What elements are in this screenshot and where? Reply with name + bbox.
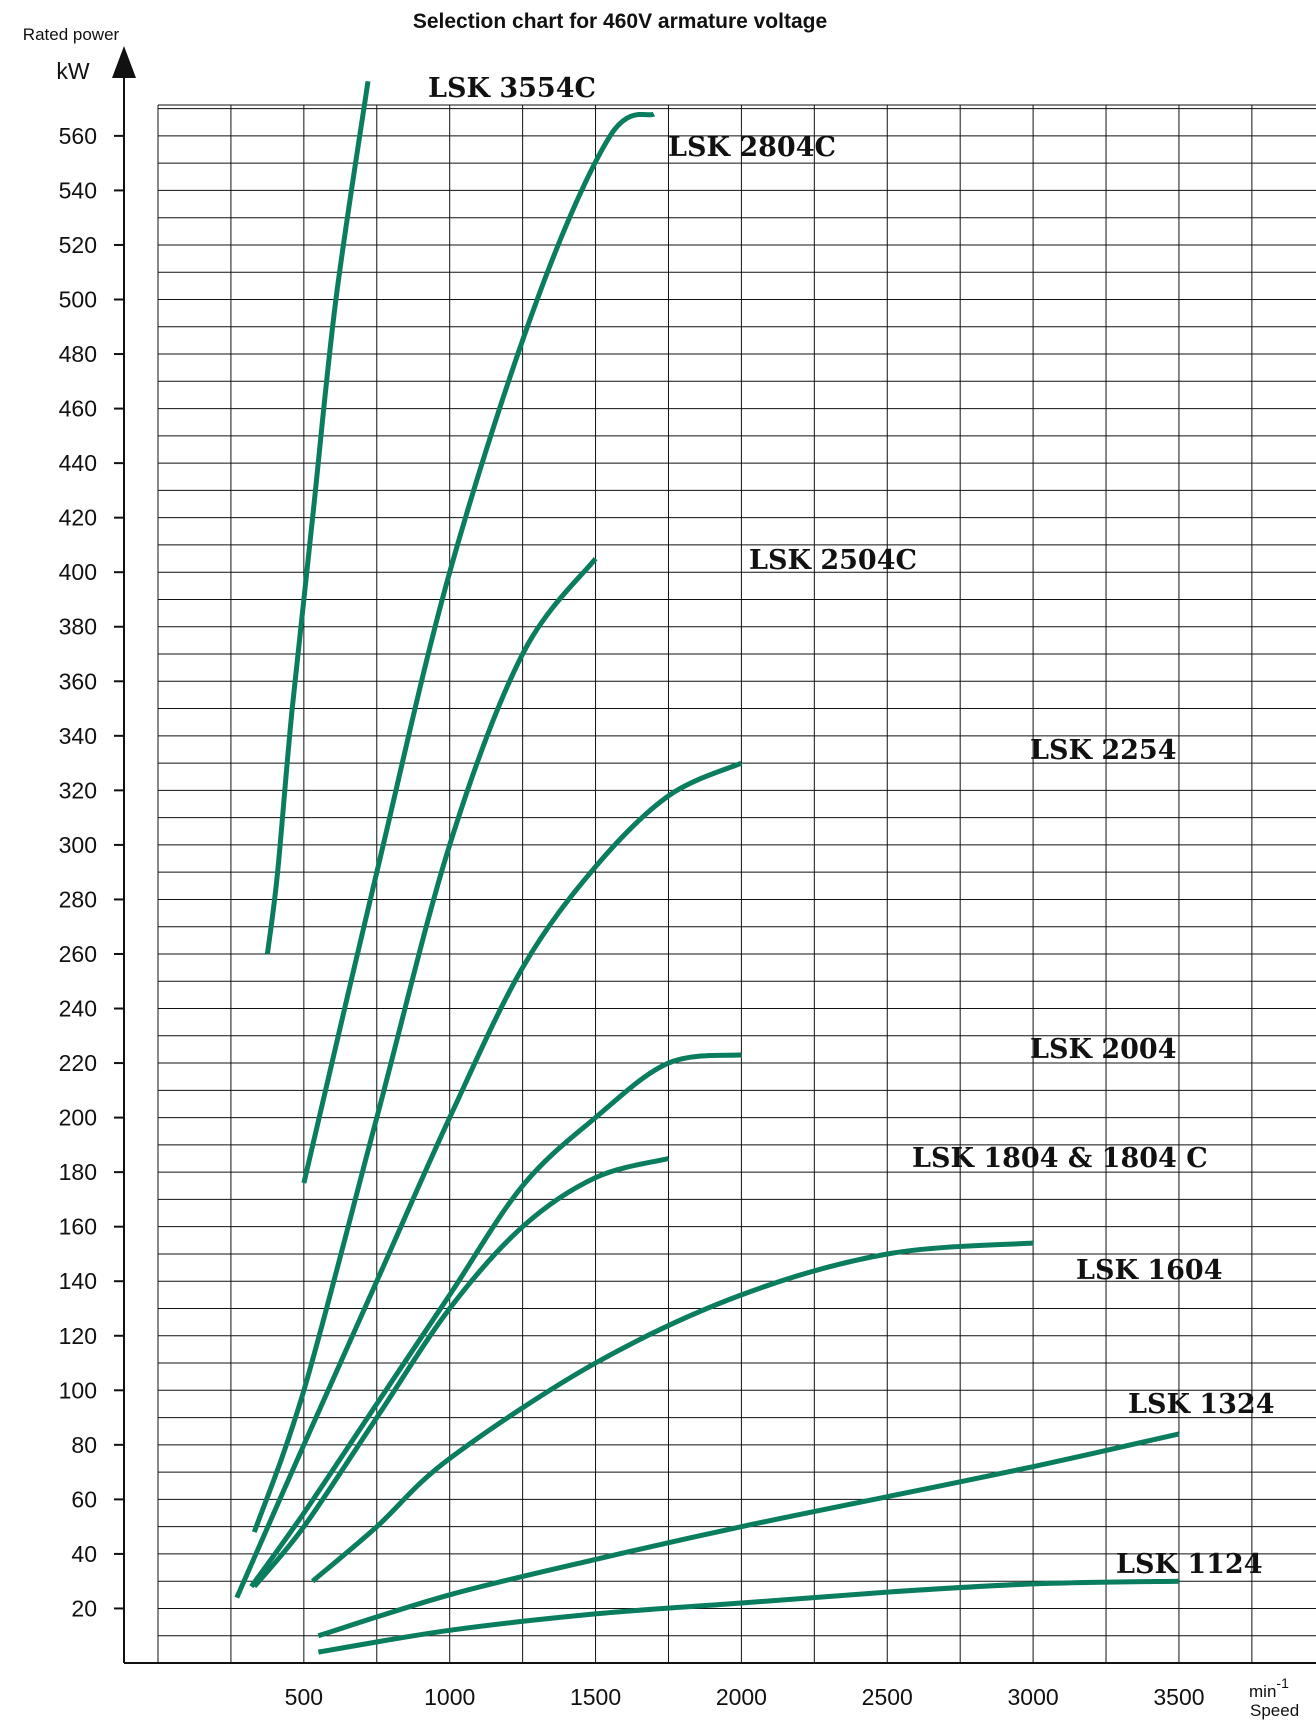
x-tick-label: 1500 [570,1684,621,1710]
x-tick-label: 2500 [862,1684,913,1710]
y-tick-label: 220 [59,1050,97,1076]
x-tick-label: 3000 [1008,1684,1059,1710]
y-tick-label: 140 [59,1268,97,1294]
y-axis-arrow-icon [112,46,136,78]
series-label-lsk-1804-1804-c: LSK 1804 & 1804 C [912,1143,1208,1174]
x-tick-label: 3500 [1153,1684,1204,1710]
y-tick-label: 360 [59,668,97,694]
y-tick-label: 260 [59,941,97,967]
y-tick-label: 60 [71,1486,97,1512]
y-tick-label: 200 [59,1105,97,1131]
y-tick-label: 240 [59,996,97,1022]
y-tick-label: 20 [71,1595,97,1621]
series-line-lsk-1124 [317,1578,1180,1655]
series-label-lsk-2504c: LSK 2504C [749,545,917,576]
y-tick-label: 440 [59,450,97,476]
series-line-lsk-3554c [264,80,371,955]
axes [112,46,1316,1664]
y-tick-label: 300 [59,832,97,858]
series-label-lsk-2254: LSK 2254 [1030,735,1177,766]
chart-title: Selection chart for 460V armature voltag… [413,10,827,33]
y-tick-label: 540 [59,177,97,203]
y-tick-label: 180 [59,1159,97,1185]
series-line-lsk-1324 [317,1431,1180,1639]
series-line-lsk-2004 [249,1052,742,1589]
series-label-lsk-3554c: LSK 3554C [428,73,596,104]
x-axis-label: Speed [1250,1701,1299,1720]
y-tick-label: 100 [59,1377,97,1403]
y-axis-unit: kW [56,58,90,84]
series-line-lsk-2254 [234,760,743,1599]
series-label-lsk-2804c: LSK 2804C [668,132,836,163]
y-tick-label: 280 [59,886,97,912]
y-tick-label: 480 [59,341,97,367]
curves: LSK 3554C LSK 2804C LSK 2504C LSK 2254 LSK 2… [234,73,1275,1655]
y-axis-label: Rated power [23,25,120,44]
series-line-lsk-1604 [310,1240,1034,1584]
series-line-lsk-1804-1804-c [252,1156,670,1589]
x-axis-unit-base: min [1249,1682,1276,1701]
y-tick-label: 340 [59,723,97,749]
tick-labels: 20 40 60 80 100 120 140 160 180 200 220 240 260 280 30… [59,123,1205,1710]
y-tick-label: 40 [71,1541,97,1567]
y-tick-label: 420 [59,505,97,531]
y-tick-label: 560 [59,123,97,149]
series-label-lsk-1324: LSK 1324 [1128,1389,1275,1420]
y-tick-label: 520 [59,232,97,258]
y-tick-label: 120 [59,1323,97,1349]
y-tick-label: 80 [71,1432,97,1458]
grid [157,104,1316,1663]
y-tick-label: 500 [59,287,97,313]
y-tick-label: 400 [59,559,97,585]
x-axis-unit-exponent: -1 [1276,1675,1289,1691]
y-tick-label: 160 [59,1214,97,1240]
x-axis-unit: min-1 [1249,1675,1289,1701]
series-label-lsk-1604: LSK 1604 [1076,1255,1223,1286]
x-tick-label: 2000 [716,1684,767,1710]
x-tick-label: 1000 [424,1684,475,1710]
y-tick-label: 380 [59,614,97,640]
series-line-lsk-2504c [251,557,598,1533]
series-line-lsk-2804c [301,111,656,1184]
y-tick-label: 460 [59,396,97,422]
series-label-lsk-2004: LSK 2004 [1030,1034,1177,1065]
series-label-lsk-1124: LSK 1124 [1116,1549,1263,1580]
y-tick-label: 320 [59,777,97,803]
x-tick-label: 500 [285,1684,323,1710]
